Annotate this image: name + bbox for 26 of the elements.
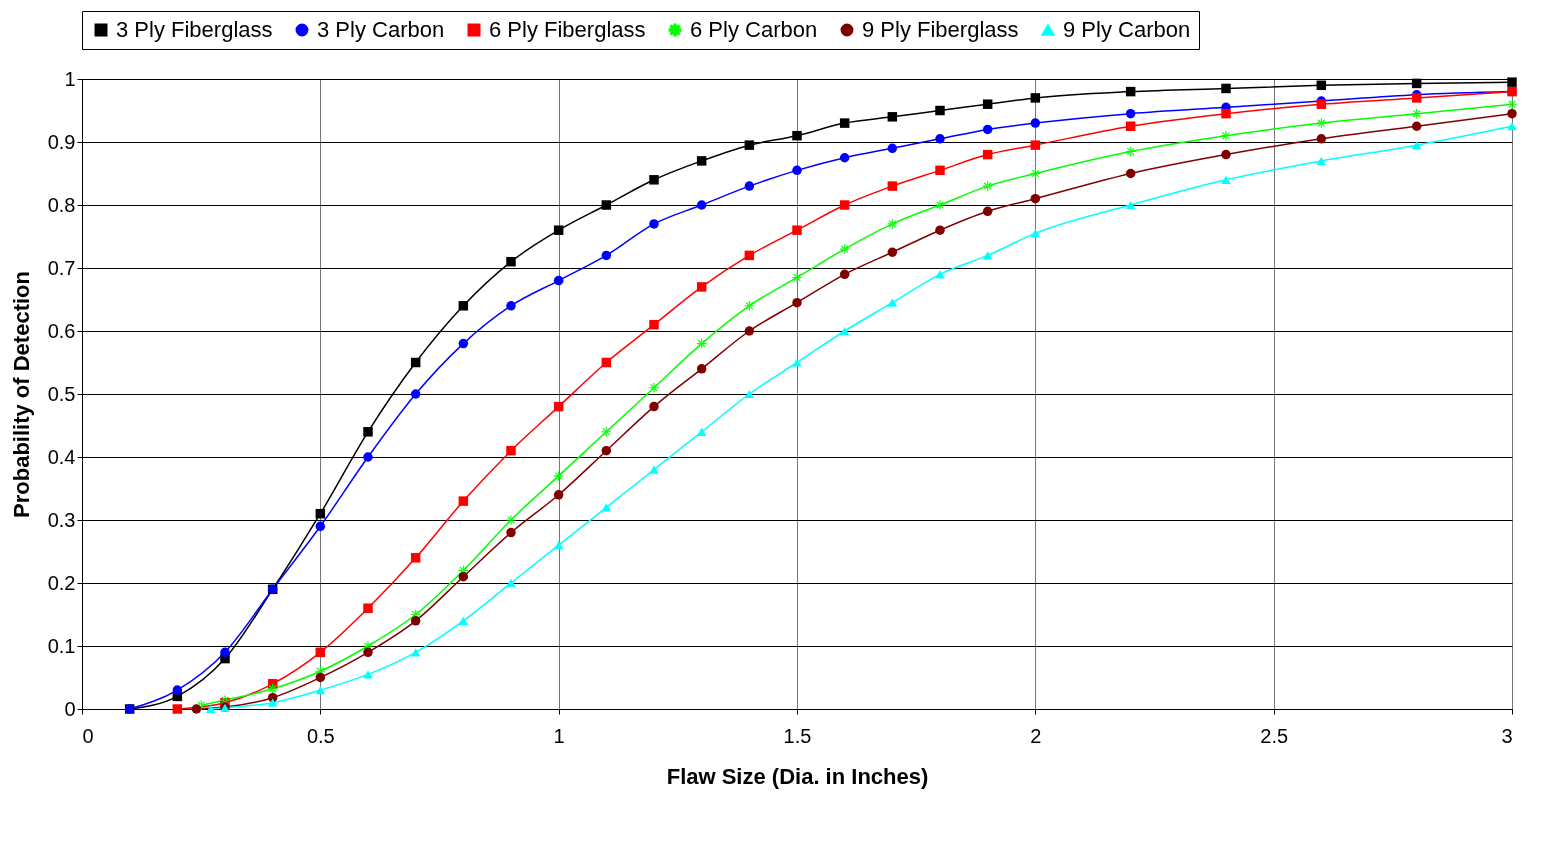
x-tick-label: 3 (1501, 724, 1513, 747)
y-tick-label: 0 (64, 697, 76, 720)
x-tick-label: 2.5 (1260, 724, 1289, 747)
y-tick-label: 0.3 (47, 508, 76, 531)
y-axis-title: Probability of Detection (8, 271, 34, 518)
y-tick-label: 0.1 (47, 634, 76, 657)
y-tick-label: 0.4 (47, 445, 76, 468)
y-tick-label: 0.2 (47, 571, 76, 594)
x-tick-label: 1.5 (783, 724, 812, 747)
y-tick-label: 0.9 (47, 130, 76, 153)
x-tick-label: 2 (1030, 724, 1042, 747)
x-tick-label: 0 (82, 724, 94, 747)
x-tick-label: 1 (553, 724, 565, 747)
legend-label: 3 Ply Fiberglass (116, 17, 273, 42)
legend-label: 6 Ply Carbon (690, 17, 818, 42)
y-tick-label: 0.6 (47, 319, 76, 342)
legend-label: 3 Ply Carbon (317, 17, 445, 42)
y-tick-label: 0.5 (47, 382, 76, 405)
y-tick-label: 0.8 (47, 193, 76, 216)
legend-label: 9 Ply Fiberglass (862, 17, 1019, 42)
x-axis-title: Flaw Size (Dia. in Inches) (666, 763, 929, 789)
legend-label: 9 Ply Carbon (1063, 17, 1191, 42)
legend-label: 6 Ply Fiberglass (489, 17, 646, 42)
x-tick-label: 0.5 (306, 724, 335, 747)
y-tick-label: 1 (64, 67, 76, 90)
y-tick-label: 0.7 (47, 256, 76, 279)
